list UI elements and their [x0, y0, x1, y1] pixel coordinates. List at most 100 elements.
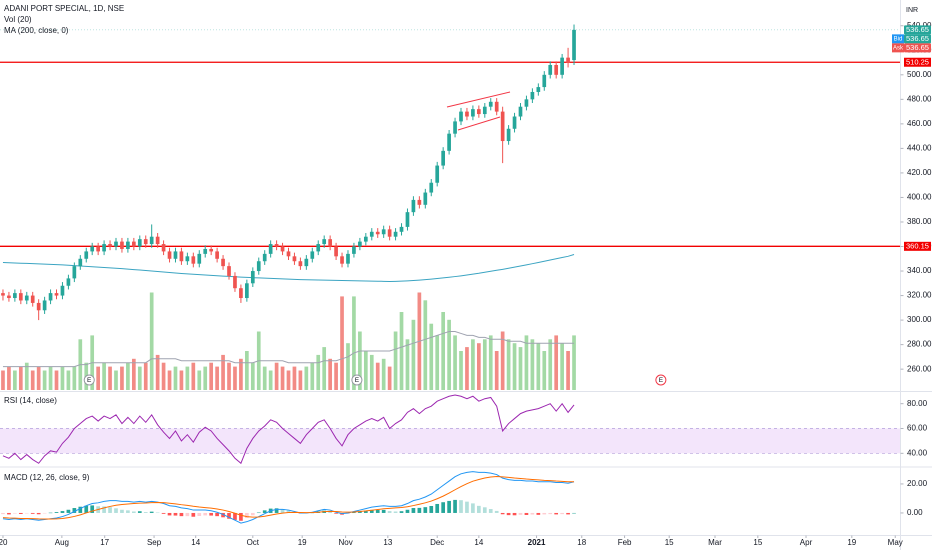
volume-bar	[66, 370, 71, 390]
volume-bar	[108, 366, 112, 390]
price-tag-label: 536.65	[906, 43, 929, 52]
y-tick-label: 440.00	[907, 144, 932, 153]
volume-bar	[54, 370, 59, 390]
volume-bar	[197, 370, 202, 390]
rsi-line	[2, 394, 575, 465]
candle-body	[197, 253, 202, 264]
volume-bar	[518, 347, 523, 390]
volume-bar	[560, 343, 564, 390]
chart-title: ADANI PORT SPECIAL, 1D, NSE	[4, 4, 124, 13]
volume-bar	[447, 319, 451, 390]
volume-bar	[1, 370, 5, 390]
y-tick-label: 420.00	[907, 168, 932, 177]
x-tick-label: 18	[577, 538, 586, 547]
candle-body	[161, 244, 166, 252]
volume-bar	[120, 366, 124, 390]
level-tag-label: 510.25	[906, 58, 929, 67]
candle-body	[334, 246, 338, 257]
macd-histogram-bar	[328, 511, 332, 513]
volume-bar	[358, 331, 362, 390]
macd-histogram-bar	[477, 505, 481, 513]
x-tick-label: 19	[847, 538, 856, 547]
volume-bar	[399, 312, 404, 390]
price-tag-label: 536.65	[906, 25, 929, 34]
macd-histogram-bar	[363, 510, 368, 513]
macd-histogram-bar	[387, 511, 392, 513]
volume-bar	[245, 351, 249, 390]
volume-bar	[465, 347, 469, 390]
macd-histogram-bar	[72, 508, 77, 513]
volume-bar	[500, 331, 505, 390]
candle-body	[78, 258, 83, 267]
macd-histogram-bar	[524, 512, 529, 515]
candle-body	[346, 253, 350, 264]
price-tag: 536.65	[904, 25, 931, 35]
macd-histogram-bar	[120, 509, 124, 513]
earnings-label: E	[659, 377, 664, 384]
macd-histogram-bar	[36, 512, 41, 515]
volume-bar	[114, 370, 118, 390]
volume-bar	[328, 358, 332, 390]
macd-histogram-bar	[191, 512, 196, 517]
volume-bar	[173, 366, 178, 390]
x-tick-label: 20	[0, 538, 8, 547]
candle-body	[54, 293, 59, 296]
candle-body	[477, 109, 481, 115]
candle-body	[36, 302, 41, 311]
y-tick-label: 40.00	[907, 448, 928, 457]
y-tick-label: 500.00	[907, 70, 932, 79]
volume-bar	[322, 347, 327, 390]
macd-histogram-bar	[209, 512, 214, 516]
y-tick-label: 260.00	[907, 364, 932, 373]
candle-body	[215, 251, 219, 259]
candle-body	[387, 229, 392, 237]
level-tag-label: 360.15	[906, 242, 929, 251]
volume-bar	[572, 335, 576, 390]
candle-body	[298, 261, 303, 267]
candle-body	[179, 251, 184, 262]
y-tick-label: 460.00	[907, 119, 932, 128]
y-tick-label: 80.00	[907, 399, 928, 408]
volume-bar	[30, 370, 35, 390]
volume-bar	[387, 366, 392, 390]
macd-histogram-bar	[548, 512, 553, 515]
candle-body	[447, 133, 451, 151]
macd-histogram-bar	[334, 512, 338, 514]
macd-histogram-bar	[161, 512, 166, 514]
candle-body	[322, 239, 327, 245]
macd-histogram-bar	[179, 512, 184, 517]
macd-histogram-bar	[506, 512, 511, 516]
candle-body	[72, 266, 77, 279]
y-tick-label: 300.00	[907, 315, 932, 324]
volume-bar	[155, 354, 160, 390]
volume-bar	[506, 339, 511, 390]
x-tick-label: Sep	[147, 538, 162, 547]
macd-histogram-bar	[358, 511, 362, 513]
macd-histogram-bar	[482, 507, 487, 513]
x-tick-label: 15	[665, 538, 674, 547]
macd-histogram-bar	[137, 511, 142, 513]
candle-body	[1, 293, 5, 296]
volume-bar	[298, 370, 303, 390]
macd-histogram-bar	[435, 503, 440, 513]
candle-body	[167, 251, 172, 259]
volume-bar	[286, 370, 291, 390]
candle-body	[399, 226, 404, 232]
candle-body	[256, 261, 261, 272]
macd-histogram-bar	[453, 499, 457, 513]
candle-body	[363, 236, 368, 242]
candle-body	[310, 251, 315, 259]
macd-histogram-bar	[66, 509, 71, 513]
volume-bar	[227, 362, 231, 390]
volume-bar	[453, 335, 457, 390]
candle-body	[566, 57, 570, 63]
earnings-label: E	[355, 377, 360, 384]
x-tick-label: Aug	[55, 538, 69, 547]
candle-body	[572, 29, 576, 61]
price-tag-box	[904, 34, 931, 44]
volume-bar	[363, 351, 368, 390]
level-tag-box	[904, 241, 931, 251]
macd-histogram-bar	[441, 502, 446, 513]
volume-bar	[143, 362, 148, 390]
volume-bar	[131, 358, 136, 390]
